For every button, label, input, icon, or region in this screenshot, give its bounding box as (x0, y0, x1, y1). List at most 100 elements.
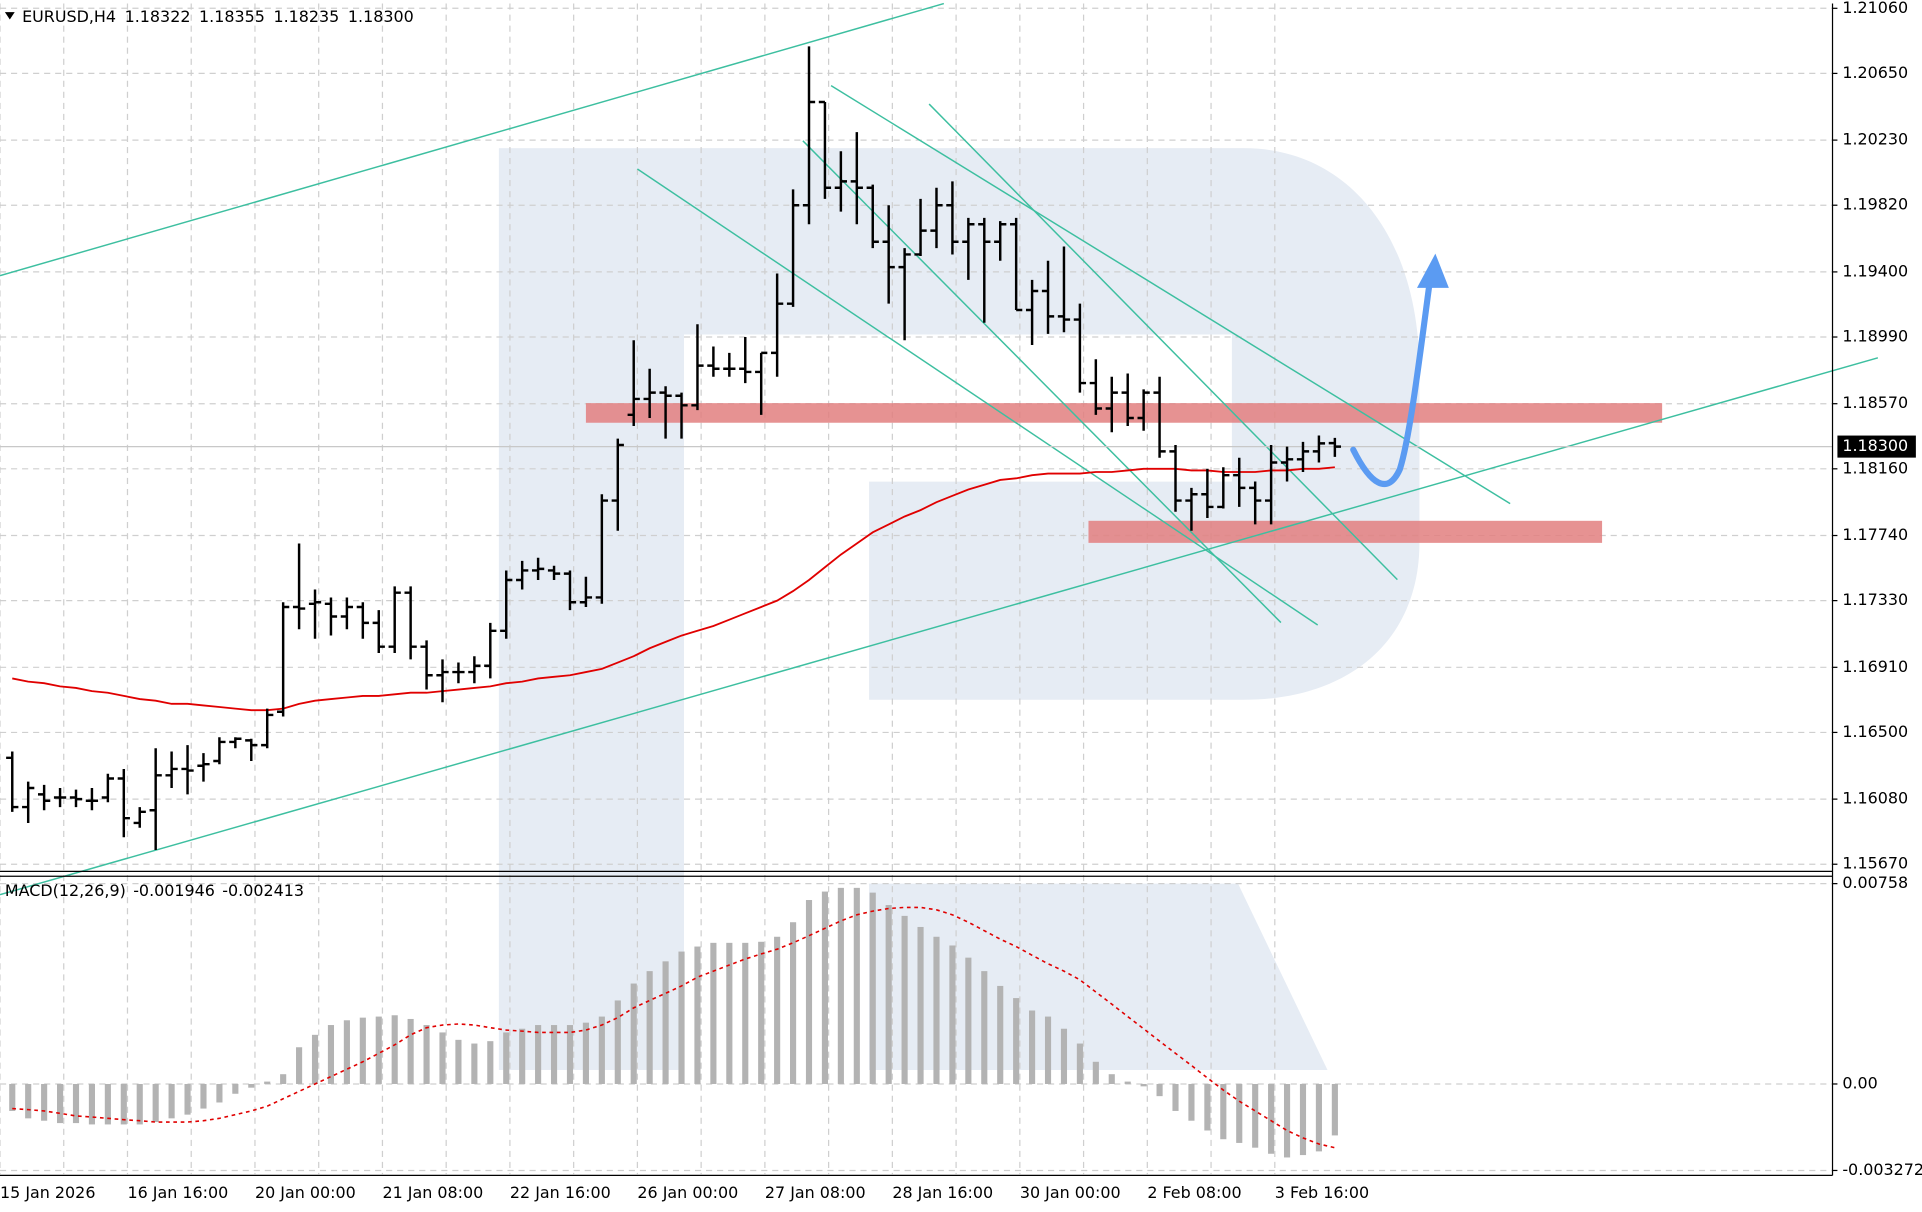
macd-histogram-bar (25, 1083, 32, 1119)
ohlc-bar (531, 557, 545, 580)
ohlc-bar (946, 181, 959, 255)
macd-histogram-bar (72, 1083, 80, 1124)
x-tick-label: 15 Jan 2026 (0, 1183, 95, 1202)
forecast-path (1350, 282, 1433, 488)
macd-histogram-bar (869, 892, 876, 1084)
x-tick-label: 27 Jan 08:00 (765, 1183, 866, 1202)
ohlc-bar (324, 597, 338, 636)
ohlc-bar (802, 46, 816, 225)
ohlc-bar (292, 543, 306, 630)
macd-histogram-bar (439, 1032, 446, 1084)
ohlc-bar (1264, 445, 1278, 525)
ohlc-bar (229, 737, 242, 749)
macd-histogram-bar (487, 1041, 494, 1084)
ohlc-bar (898, 248, 911, 341)
macd-value: -0.001946 (133, 880, 215, 899)
y-tick-label: 0.00 (1842, 1073, 1877, 1092)
macd-histogram-bar (901, 915, 908, 1084)
y-tick-label: 1.18160 (1842, 458, 1908, 477)
ohlc-bar (834, 151, 848, 212)
macd-histogram-bar (837, 887, 844, 1084)
macd-histogram-bar (1236, 1083, 1243, 1143)
y-tick-label: 1.19820 (1842, 195, 1908, 214)
y-tick-label: 1.16500 (1842, 722, 1908, 741)
ohlc-bar (786, 189, 800, 307)
logo-bowl (683, 148, 1420, 700)
trend-line (636, 168, 1319, 626)
ohlc-bar (1073, 303, 1087, 393)
macd-histogram-bar (391, 1015, 398, 1084)
signal-line (12, 906, 1336, 1149)
ohlc-bar (962, 217, 975, 280)
macd-histogram-bar (1315, 1083, 1322, 1152)
y-tick-label: 1.20650 (1842, 63, 1908, 82)
macd-histogram-bar (311, 1034, 319, 1084)
ohlc-bar (500, 570, 513, 639)
macd-histogram-bar (630, 983, 637, 1084)
macd-histogram-bar (407, 1018, 414, 1084)
y-tick-label: -0.003272 (1842, 1160, 1922, 1179)
macd-histogram-bar (742, 942, 749, 1084)
macd-histogram-bar (885, 905, 892, 1084)
macd-legend: MACD(12,26,9) -0.001946 -0.002413 (5, 880, 304, 899)
macd-histogram-bar (710, 942, 717, 1084)
ohlc-bar (261, 708, 274, 749)
ohlc-bar (691, 324, 704, 411)
macd-histogram-bar (104, 1083, 111, 1125)
trend-line (928, 103, 1398, 581)
ohlc-bar (579, 576, 593, 607)
macd-histogram-bar (1172, 1083, 1179, 1111)
macd-histogram-bar (375, 1016, 382, 1084)
macd-histogram-bar (774, 936, 781, 1084)
macd-histogram-bar (949, 945, 956, 1084)
macd-histogram-bar (1252, 1083, 1259, 1148)
ohlc-bar (1105, 376, 1118, 433)
ohlc-bar (643, 368, 656, 419)
arrow-head (1416, 253, 1449, 288)
macd-histogram-bar (519, 1028, 526, 1084)
ohlc-bar (1057, 246, 1071, 333)
macd-histogram-bar (1013, 998, 1020, 1084)
macd-histogram-bar (550, 1025, 558, 1084)
macd-histogram-bar (1220, 1083, 1227, 1140)
ohlc-bar (659, 386, 672, 439)
ohlc-bar (245, 738, 258, 762)
ohlc-bar (117, 768, 130, 838)
ohlc-bar (882, 205, 895, 304)
macd-histogram-bar (981, 971, 988, 1084)
ohlc-bar (1217, 467, 1230, 509)
y-tick-label: 1.15670 (1842, 854, 1908, 873)
ohlc-bar (340, 597, 354, 630)
macd-histogram-bar (343, 1020, 350, 1084)
macd-histogram-bar (88, 1083, 95, 1125)
ohlc-bar (1296, 441, 1310, 472)
macd-histogram-bar (566, 1025, 574, 1084)
macd-histogram-bar (168, 1083, 175, 1119)
ohlc-bar (850, 132, 863, 225)
y-tick-label: 1.16910 (1842, 657, 1908, 676)
ohlc-bar (1312, 435, 1326, 463)
legend-high: 1.18355 (199, 7, 265, 26)
ohlc-bar (85, 788, 99, 811)
macd-histogram-bar (821, 891, 829, 1084)
macd-histogram-bar (216, 1083, 223, 1103)
macd-histogram-bar (1156, 1083, 1163, 1097)
macd-histogram-bar (614, 1000, 621, 1084)
macd-histogram-bar (280, 1074, 287, 1084)
macd-histogram-bar (1283, 1083, 1291, 1158)
ohlc-bar (595, 494, 608, 604)
y-tick-label: 1.19400 (1842, 261, 1908, 280)
macd-histogram-bar (726, 942, 733, 1084)
macd-histogram-bar (1299, 1083, 1307, 1156)
macd-histogram-bar (264, 1081, 271, 1084)
resistance-zone (585, 403, 1663, 423)
macd-histogram-bar (1188, 1083, 1195, 1121)
macd-histogram-bar (1204, 1083, 1211, 1131)
macd-histogram-bar (1076, 1043, 1083, 1084)
macd-histogram-bar (582, 1022, 589, 1084)
macd-histogram-bar (152, 1083, 159, 1123)
current-price-box (1837, 435, 1916, 458)
macd-histogram-bar (200, 1083, 207, 1109)
macd-histogram-bar (471, 1043, 478, 1084)
